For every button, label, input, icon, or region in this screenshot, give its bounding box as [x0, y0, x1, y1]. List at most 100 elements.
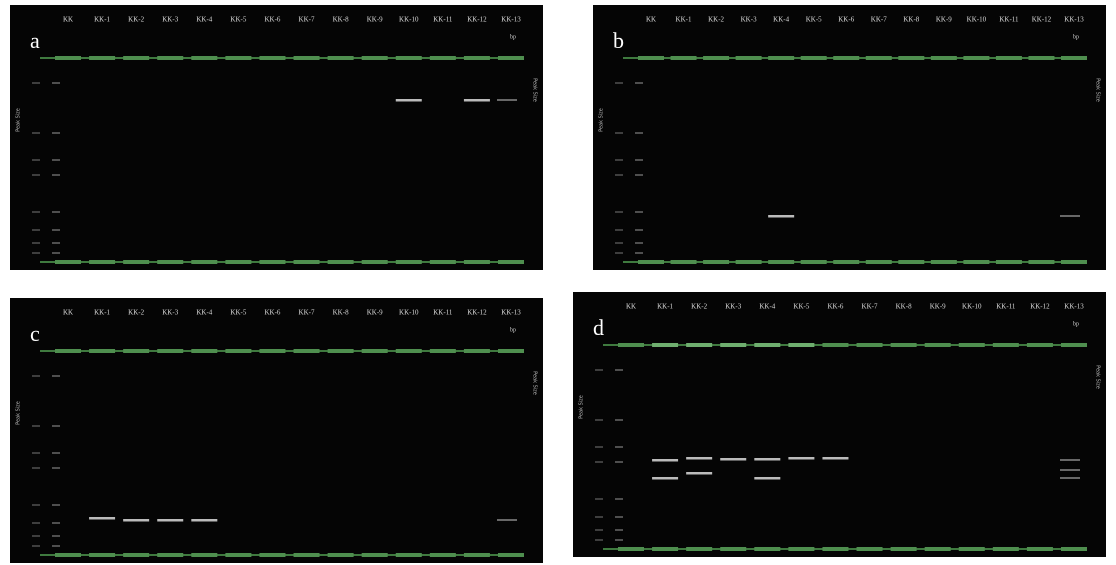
- marker-band: [1028, 260, 1054, 264]
- marker-band: [294, 260, 320, 264]
- axis-label: Peak Size: [579, 395, 585, 419]
- marker-band: [833, 56, 859, 60]
- marker-band: [362, 260, 388, 264]
- lane-label: KK-1: [676, 16, 692, 24]
- marker-band: [362, 349, 388, 353]
- lane-label: KK-13: [1064, 303, 1084, 311]
- marker-band: [259, 56, 285, 60]
- marker-band: [1028, 56, 1054, 60]
- marker-band: [720, 547, 746, 551]
- marker-band: [55, 553, 81, 557]
- marker-band: [430, 349, 456, 353]
- marker-band: [720, 343, 746, 347]
- marker-band: [931, 260, 957, 264]
- marker-band: [430, 56, 456, 60]
- marker-band: [788, 547, 814, 551]
- marker-band: [498, 553, 524, 557]
- marker-band: [294, 56, 320, 60]
- marker-band: [328, 553, 354, 557]
- marker-band: [55, 260, 81, 264]
- marker-band: [430, 260, 456, 264]
- marker-band: [396, 349, 422, 353]
- lane-label: KK-11: [433, 16, 453, 24]
- marker-band: [225, 260, 251, 264]
- panel-letter: a: [30, 28, 40, 53]
- marker-band: [703, 56, 729, 60]
- marker-band: [703, 260, 729, 264]
- marker-band: [430, 553, 456, 557]
- lane-label: KK-13: [501, 16, 521, 24]
- lane-label: KK-9: [930, 303, 946, 311]
- marker-band: [925, 547, 951, 551]
- lane-label: KK-4: [196, 309, 212, 317]
- marker-band: [1027, 343, 1053, 347]
- lane-label: KK-5: [230, 16, 246, 24]
- lane-label: KK-10: [399, 309, 419, 317]
- marker-band: [822, 547, 848, 551]
- lane-label: KK-12: [467, 309, 487, 317]
- marker-band: [259, 349, 285, 353]
- marker-band: [996, 260, 1022, 264]
- lane-label: KK-8: [903, 16, 919, 24]
- marker-band: [618, 547, 644, 551]
- lane-label: KK-9: [936, 16, 952, 24]
- lane-label: KK-7: [862, 303, 878, 311]
- marker-band: [328, 56, 354, 60]
- marker-band: [993, 547, 1019, 551]
- sample-band: [686, 457, 712, 460]
- marker-band: [396, 553, 422, 557]
- marker-band: [89, 260, 115, 264]
- marker-band: [925, 343, 951, 347]
- lane-label: KK-12: [1032, 16, 1052, 24]
- marker-band: [754, 547, 780, 551]
- unit-label: bp: [510, 327, 516, 333]
- marker-band: [396, 260, 422, 264]
- lane-label: KK-4: [773, 16, 789, 24]
- marker-band: [123, 260, 149, 264]
- lane-label: KK-5: [806, 16, 822, 24]
- lane-label: KK-3: [725, 303, 741, 311]
- marker-band: [294, 553, 320, 557]
- lane-label: KK-10: [962, 303, 982, 311]
- marker-band: [157, 553, 183, 557]
- marker-band: [225, 553, 251, 557]
- marker-band: [157, 56, 183, 60]
- marker-band: [866, 260, 892, 264]
- marker-band: [1061, 56, 1087, 60]
- lane-label: KK: [63, 16, 73, 24]
- marker-band: [362, 553, 388, 557]
- marker-band: [638, 56, 664, 60]
- marker-band: [55, 56, 81, 60]
- axis-label: Peak Size: [16, 401, 22, 425]
- marker-band: [498, 349, 524, 353]
- marker-band: [225, 56, 251, 60]
- axis-label: Peak Size: [1095, 365, 1101, 389]
- marker-band: [328, 349, 354, 353]
- marker-band: [959, 547, 985, 551]
- marker-band: [123, 349, 149, 353]
- sample-band: [754, 477, 780, 480]
- lane-label: KK-1: [94, 309, 110, 317]
- marker-band: [157, 349, 183, 353]
- marker-band: [89, 56, 115, 60]
- marker-band: [963, 260, 989, 264]
- marker-band: [638, 260, 664, 264]
- sample-band: [720, 458, 746, 461]
- sample-band: [464, 99, 490, 102]
- marker-band: [362, 56, 388, 60]
- marker-band: [259, 553, 285, 557]
- sample-band: [89, 517, 115, 520]
- marker-band: [768, 260, 794, 264]
- marker-band: [191, 553, 217, 557]
- lane-label: KK-13: [501, 309, 521, 317]
- sample-band: [123, 519, 149, 522]
- gel-background: [10, 5, 543, 270]
- marker-band: [652, 343, 678, 347]
- lane-label: KK-2: [128, 16, 144, 24]
- sample-band: [396, 99, 422, 102]
- marker-band: [963, 56, 989, 60]
- panel-letter: c: [30, 321, 40, 346]
